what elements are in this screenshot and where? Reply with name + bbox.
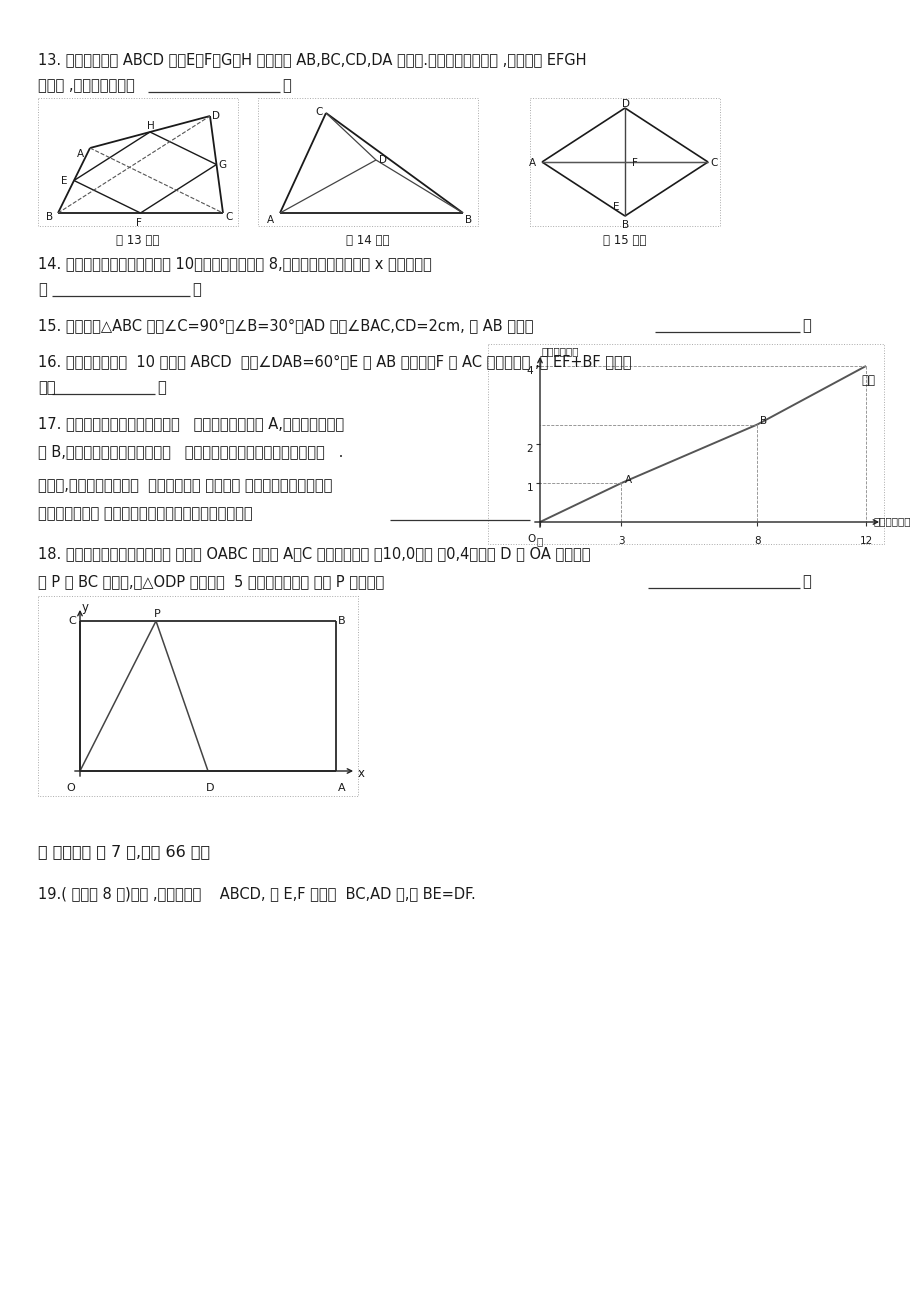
Text: 1: 1 [526, 483, 532, 493]
Text: D: D [379, 155, 387, 165]
Text: C: C [314, 107, 322, 117]
Text: G: G [219, 160, 226, 171]
Text: D: D [206, 783, 214, 794]
Text: A: A [624, 476, 631, 485]
Text: 路程（千米）: 路程（千米） [541, 347, 579, 356]
Text: O: O [527, 534, 535, 543]
Text: 是: 是 [38, 281, 47, 297]
Text: 3: 3 [618, 536, 624, 546]
Text: C: C [68, 616, 75, 625]
Text: 和去上班时一致 ，那么他从单位到家门口需要的时间是: 和去上班时一致 ，那么他从单位到家门口需要的时间是 [38, 506, 253, 521]
Text: 値为: 値为 [38, 380, 55, 395]
Text: F: F [631, 158, 637, 168]
Text: 13. 如图，四边形 ABCD 中，E、F、G、H 分别是边 AB,BC,CD,DA 的中点.请你添加一个条件 ,使四边形 EFGH: 13. 如图，四边形 ABCD 中，E、F、G、H 分别是边 AB,BC,CD,… [38, 52, 586, 66]
Text: B: B [621, 220, 629, 231]
Text: B: B [46, 212, 53, 222]
Text: A: A [337, 783, 346, 794]
Text: 家: 家 [537, 536, 542, 546]
Text: 4: 4 [526, 366, 532, 377]
Text: H: H [147, 121, 154, 132]
Text: B: B [464, 215, 471, 225]
Text: D: D [621, 99, 630, 109]
Text: 点 B,最后走下坡路到达工作单位   ，所用的时间与路程的关系如图所示   .: 点 B,最后走下坡路到达工作单位 ，所用的时间与路程的关系如图所示 . [38, 444, 343, 459]
Text: 17. 小高从家门口骑车去单位上班   ，先走平路到达点 A,再走上坡路到达: 17. 小高从家门口骑车去单位上班 ，先走平路到达点 A,再走上坡路到达 [38, 416, 344, 431]
Text: ．: ． [157, 380, 165, 395]
Text: E: E [61, 176, 67, 186]
Text: B: B [337, 616, 346, 625]
Text: F: F [136, 218, 142, 228]
Text: O: O [66, 783, 74, 794]
Text: 14. 若平行四边形的一条边长是 10，一条对角线长为 8,则它的另一条对角线长 x 的取値范围: 14. 若平行四边形的一条边长是 10，一条对角线长为 8,则它的另一条对角线长… [38, 255, 431, 271]
Text: ．: ． [801, 575, 810, 589]
Text: 时间（分钟）: 时间（分钟） [873, 516, 911, 526]
Text: C: C [225, 212, 233, 222]
Text: E: E [612, 202, 618, 212]
Text: 15. 如图，在△ABC 中，∠C=90°，∠B=30°，AD 平分∠BAC,CD=2cm, 则 AB 的长是: 15. 如图，在△ABC 中，∠C=90°，∠B=30°，AD 平分∠BAC,C… [38, 318, 533, 334]
Text: 18. 如图，在平面直角坐标系中 ，矩形 OABC 的顶点 A、C 的坐标分别为 （10,0）， （0,4），点 D 是 OA 的中点，: 18. 如图，在平面直角坐标系中 ，矩形 OABC 的顶点 A、C 的坐标分别为… [38, 546, 590, 562]
Text: 三 综合题（ 共 7 题,共计 66 分）: 三 综合题（ 共 7 题,共计 66 分） [38, 844, 210, 859]
Text: 为菱形 ,应添加的条件是: 为菱形 ,应添加的条件是 [38, 78, 134, 93]
Text: 19.( 本小题 8 分)如图 ,平行四边形    ABCD, 点 E,F 分别在  BC,AD 上,且 BE=DF.: 19.( 本小题 8 分)如图 ,平行四边形 ABCD, 点 E,F 分别在 B… [38, 886, 475, 900]
Text: x: x [357, 767, 365, 780]
Text: P: P [153, 609, 161, 619]
Text: 点 P 在 BC 上运动,当△ODP 是腰长为  5 的等腰三角形时 ，点 P 的坐标为: 点 P 在 BC 上运动,当△ODP 是腰长为 5 的等腰三角形时 ，点 P 的… [38, 575, 384, 589]
Text: 12: 12 [858, 536, 872, 546]
Text: 16. 如图，在边长为  10 的菱形 ABCD  中，∠DAB=60°，E 为 AB 的中点，F 是 AC 上的一动点 ,则 EF+BF 的最小: 16. 如图，在边长为 10 的菱形 ABCD 中，∠DAB=60°，E 为 A… [38, 354, 630, 369]
Text: 第 14 题图: 第 14 题图 [346, 235, 390, 248]
Text: D: D [211, 111, 220, 121]
Text: 单位: 单位 [860, 374, 874, 387]
Text: B: B [759, 417, 766, 426]
Text: ．: ． [801, 318, 810, 334]
Text: C: C [709, 158, 717, 168]
Text: ．: ． [192, 281, 200, 297]
Text: 第 13 题图: 第 13 题图 [116, 235, 160, 248]
Text: A: A [528, 158, 536, 168]
Text: ．: ． [282, 78, 290, 93]
Text: A: A [77, 149, 84, 159]
Text: 2: 2 [526, 444, 532, 453]
Text: y: y [82, 601, 89, 614]
Text: 下班后,如果他沿原路返回  ，且走平路、 上坡路、 下坡路的速度分别保持: 下班后,如果他沿原路返回 ，且走平路、 上坡路、 下坡路的速度分别保持 [38, 478, 332, 493]
Text: 第 15 题图: 第 15 题图 [603, 235, 646, 248]
Text: 8: 8 [754, 536, 760, 546]
Text: A: A [267, 215, 274, 225]
